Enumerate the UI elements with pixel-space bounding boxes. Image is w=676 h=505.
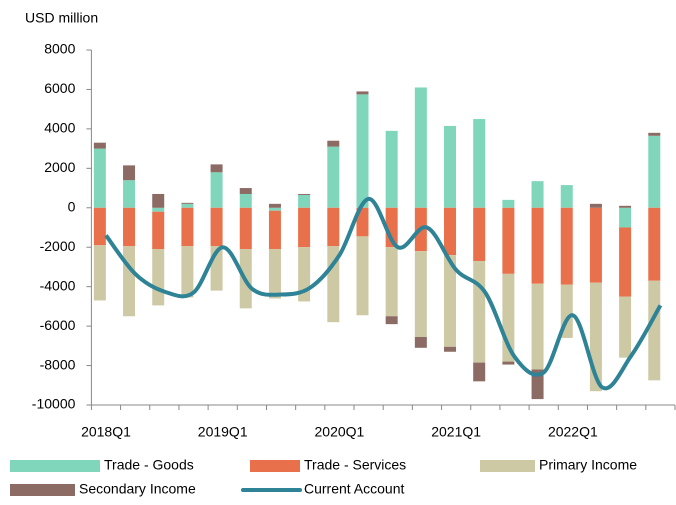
bar-segment xyxy=(181,202,194,204)
y-tick-label: 0 xyxy=(68,198,76,214)
bar-segment xyxy=(444,125,457,208)
legend-label: Current Account xyxy=(304,481,404,497)
bar-segment xyxy=(298,207,311,248)
x-tick-label: 2021Q1 xyxy=(431,424,481,440)
legend-swatch xyxy=(10,460,100,472)
bar-segment xyxy=(414,336,427,348)
y-tick-label: -8000 xyxy=(40,356,76,372)
y-tick-label: 6000 xyxy=(44,80,75,96)
bar-segment xyxy=(619,205,632,208)
legend-label: Secondary Income xyxy=(79,481,196,497)
x-tick-label: 2022Q1 xyxy=(548,424,598,440)
y-tick-label: 8000 xyxy=(44,41,75,57)
bar-segment xyxy=(619,296,632,358)
bar-segment xyxy=(268,207,281,211)
bar-segment xyxy=(181,246,194,298)
bar-segment xyxy=(356,207,369,237)
bar-segment xyxy=(356,91,369,95)
bar-segment xyxy=(181,203,194,208)
bar-segment xyxy=(648,207,661,281)
bar-segment xyxy=(531,283,544,370)
bar-segment xyxy=(210,172,223,208)
bar-segment xyxy=(152,193,165,208)
bar-segment xyxy=(356,94,369,208)
y-axis-label: USD million xyxy=(25,10,98,26)
y-tick-label: 2000 xyxy=(44,159,75,175)
bar-segment xyxy=(268,203,281,208)
bar-segment xyxy=(93,207,106,246)
bar-segment xyxy=(239,193,252,208)
y-tick-label: -10000 xyxy=(32,396,76,412)
bar-segment xyxy=(648,135,661,208)
bar-segment xyxy=(152,249,165,306)
bar-segment xyxy=(531,181,544,208)
bar-segment xyxy=(298,194,311,208)
bar-segment xyxy=(93,148,106,208)
bar-segment xyxy=(560,207,573,285)
bar-segment xyxy=(414,87,427,208)
legend-label: Primary Income xyxy=(539,457,637,473)
bar-segment xyxy=(93,142,106,149)
bar-segment xyxy=(385,130,398,208)
legend-swatch xyxy=(10,484,75,496)
bar-segment xyxy=(239,207,252,250)
bar-segment xyxy=(560,185,573,208)
bar-segment xyxy=(444,207,457,256)
bar-segment xyxy=(327,146,340,208)
bar-segment xyxy=(268,249,281,299)
legend-swatch xyxy=(480,460,535,472)
bar-segment xyxy=(210,164,223,173)
bar-segment xyxy=(531,207,544,284)
y-tick-label: 4000 xyxy=(44,120,75,136)
bar-segment xyxy=(152,211,165,250)
bar-segment xyxy=(298,193,311,195)
bar-segment xyxy=(152,207,165,212)
bar-segment xyxy=(356,236,369,316)
bar-segment xyxy=(123,246,136,317)
bar-segment xyxy=(385,316,398,325)
bar-segment xyxy=(239,188,252,194)
x-tick-label: 2018Q1 xyxy=(81,424,131,440)
y-tick-label: -6000 xyxy=(40,317,76,333)
bar-segment xyxy=(648,280,661,381)
bar-segment xyxy=(123,180,136,208)
bar-segment xyxy=(589,207,602,283)
bar-segment xyxy=(589,203,602,208)
bar-segment xyxy=(502,199,515,208)
bar-segment xyxy=(210,207,223,247)
x-tick-label: 2020Q1 xyxy=(315,424,365,440)
legend-label: Trade - Goods xyxy=(104,457,194,473)
bar-segment xyxy=(473,207,486,262)
bar-segment xyxy=(619,227,632,297)
bar-segment xyxy=(648,132,661,136)
bar-segment xyxy=(327,207,340,247)
bar-segment xyxy=(444,255,457,347)
bar-segment xyxy=(181,207,194,247)
bar-segment xyxy=(473,119,486,208)
bar-segment xyxy=(531,369,544,400)
bar-segment xyxy=(327,140,340,147)
bar-segment xyxy=(123,165,136,181)
legend-label: Trade - Services xyxy=(304,457,406,473)
bar-segment xyxy=(123,207,136,247)
bar-segment xyxy=(473,261,486,363)
legend-swatch xyxy=(250,460,300,472)
y-tick-label: -2000 xyxy=(40,238,76,254)
bar-segment xyxy=(473,362,486,382)
bar-segment xyxy=(619,207,632,228)
bar-segment xyxy=(502,207,515,274)
x-tick-label: 2019Q1 xyxy=(198,424,248,440)
bar-segment xyxy=(93,245,106,301)
line xyxy=(104,196,663,391)
y-tick-label: -4000 xyxy=(40,277,76,293)
bar-segment xyxy=(502,361,515,365)
bar-segment xyxy=(268,210,281,250)
bar-segment xyxy=(385,247,398,317)
bar-segment xyxy=(444,346,457,352)
bar-segment xyxy=(414,251,427,337)
